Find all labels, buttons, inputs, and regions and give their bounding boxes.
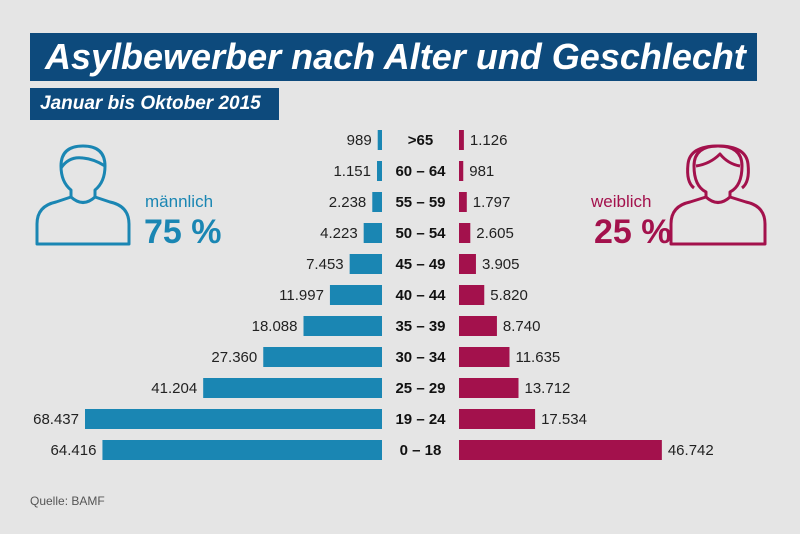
bar-female [459, 347, 510, 367]
bar-female [459, 161, 464, 181]
bar-male [85, 409, 382, 429]
bar-female [459, 285, 485, 305]
value-label-male: 1.151 [333, 163, 371, 180]
value-label-female: 981 [469, 163, 494, 180]
female-percent: 25 % [594, 213, 672, 251]
value-label-male: 18.088 [252, 318, 298, 335]
age-group-label: 25 – 29 [395, 380, 445, 397]
value-label-male: 7.453 [306, 256, 344, 273]
male-percent: 75 % [144, 213, 222, 251]
value-label-female: 17.534 [541, 411, 587, 428]
age-group-label: 19 – 24 [395, 411, 446, 428]
bar-female [459, 192, 467, 212]
male-person-icon [35, 144, 131, 246]
value-label-female: 2.605 [476, 225, 514, 242]
bar-female [459, 130, 464, 150]
chart-subtitle: Januar bis Oktober 2015 [40, 93, 261, 114]
value-label-female: 46.742 [668, 442, 714, 459]
age-group-label: 50 – 54 [395, 225, 446, 242]
chart-title: Asylbewerber nach Alter und Geschlecht [45, 36, 746, 77]
value-label-male: 27.360 [211, 349, 257, 366]
bar-male [349, 254, 382, 274]
age-group-label: 60 – 64 [395, 163, 446, 180]
bar-female [459, 409, 536, 429]
title-banner [30, 33, 757, 81]
value-label-female: 5.820 [490, 287, 528, 304]
age-group-label: 40 – 44 [395, 287, 446, 304]
value-label-female: 1.797 [473, 194, 511, 211]
subtitle-banner [30, 88, 279, 120]
value-label-male: 41.204 [151, 380, 197, 397]
value-label-male: 989 [347, 132, 372, 149]
age-group-label: 30 – 34 [395, 349, 446, 366]
bar-female [459, 378, 519, 398]
bar-male [377, 161, 382, 181]
value-label-male: 11.997 [279, 287, 324, 304]
value-label-male: 2.238 [329, 194, 367, 211]
male-label: männlich [145, 192, 214, 211]
female-label: weiblich [591, 192, 652, 211]
bar-male [372, 192, 382, 212]
bar-female [459, 440, 662, 460]
bar-male [363, 223, 382, 243]
value-label-male: 68.437 [33, 411, 79, 428]
bar-male [377, 130, 382, 150]
value-label-female: 1.126 [470, 132, 508, 149]
value-label-male: 64.416 [51, 442, 97, 459]
value-label-female: 3.905 [482, 256, 520, 273]
female-person-icon [669, 144, 767, 246]
age-group-label: >65 [408, 132, 433, 149]
age-group-label: 55 – 59 [395, 194, 445, 211]
age-group-label: 0 – 18 [400, 442, 442, 459]
bar-female [459, 316, 497, 336]
bar-male [263, 347, 382, 367]
bar-male [329, 285, 382, 305]
bar-male [303, 316, 382, 336]
bar-male [102, 440, 382, 460]
value-label-male: 4.223 [320, 225, 358, 242]
bar-female [459, 254, 476, 274]
age-group-label: 45 – 49 [395, 256, 445, 273]
age-group-label: 35 – 39 [395, 318, 445, 335]
bar-female [459, 223, 471, 243]
bar-male [203, 378, 382, 398]
value-label-female: 13.712 [525, 380, 571, 397]
value-label-female: 11.635 [515, 349, 560, 366]
source-note: Quelle: BAMF [30, 494, 105, 508]
value-label-female: 8.740 [503, 318, 541, 335]
